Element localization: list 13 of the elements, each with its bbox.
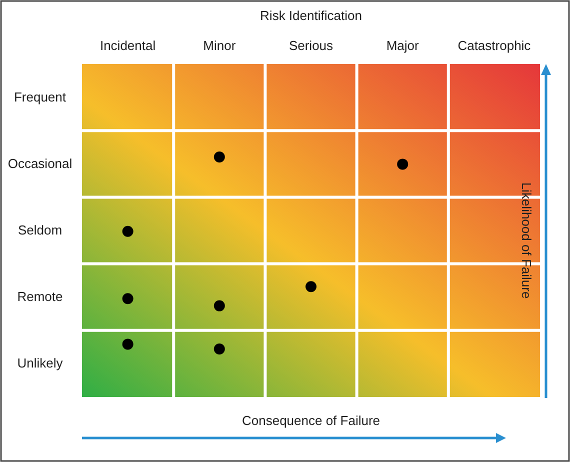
- x-tick-label: Major: [386, 38, 420, 53]
- x-tick-label: Serious: [288, 38, 334, 53]
- category-label: Unlikely: [17, 356, 63, 371]
- chart-title: Risk Identification: [260, 8, 362, 23]
- category-label: Frequent: [14, 89, 66, 104]
- category-label: Seldom: [18, 222, 62, 238]
- x-tick-label: Incidental: [100, 38, 156, 53]
- y-axis-title: Likelihood of Failure: [519, 182, 534, 299]
- x-axis-title: Consequence of Failure: [242, 413, 380, 428]
- category-label: Remote: [17, 289, 63, 304]
- category-label: Occasional: [8, 156, 72, 171]
- x-tick-label: Minor: [203, 38, 236, 53]
- x-tick-label: Catastrophic: [458, 38, 532, 53]
